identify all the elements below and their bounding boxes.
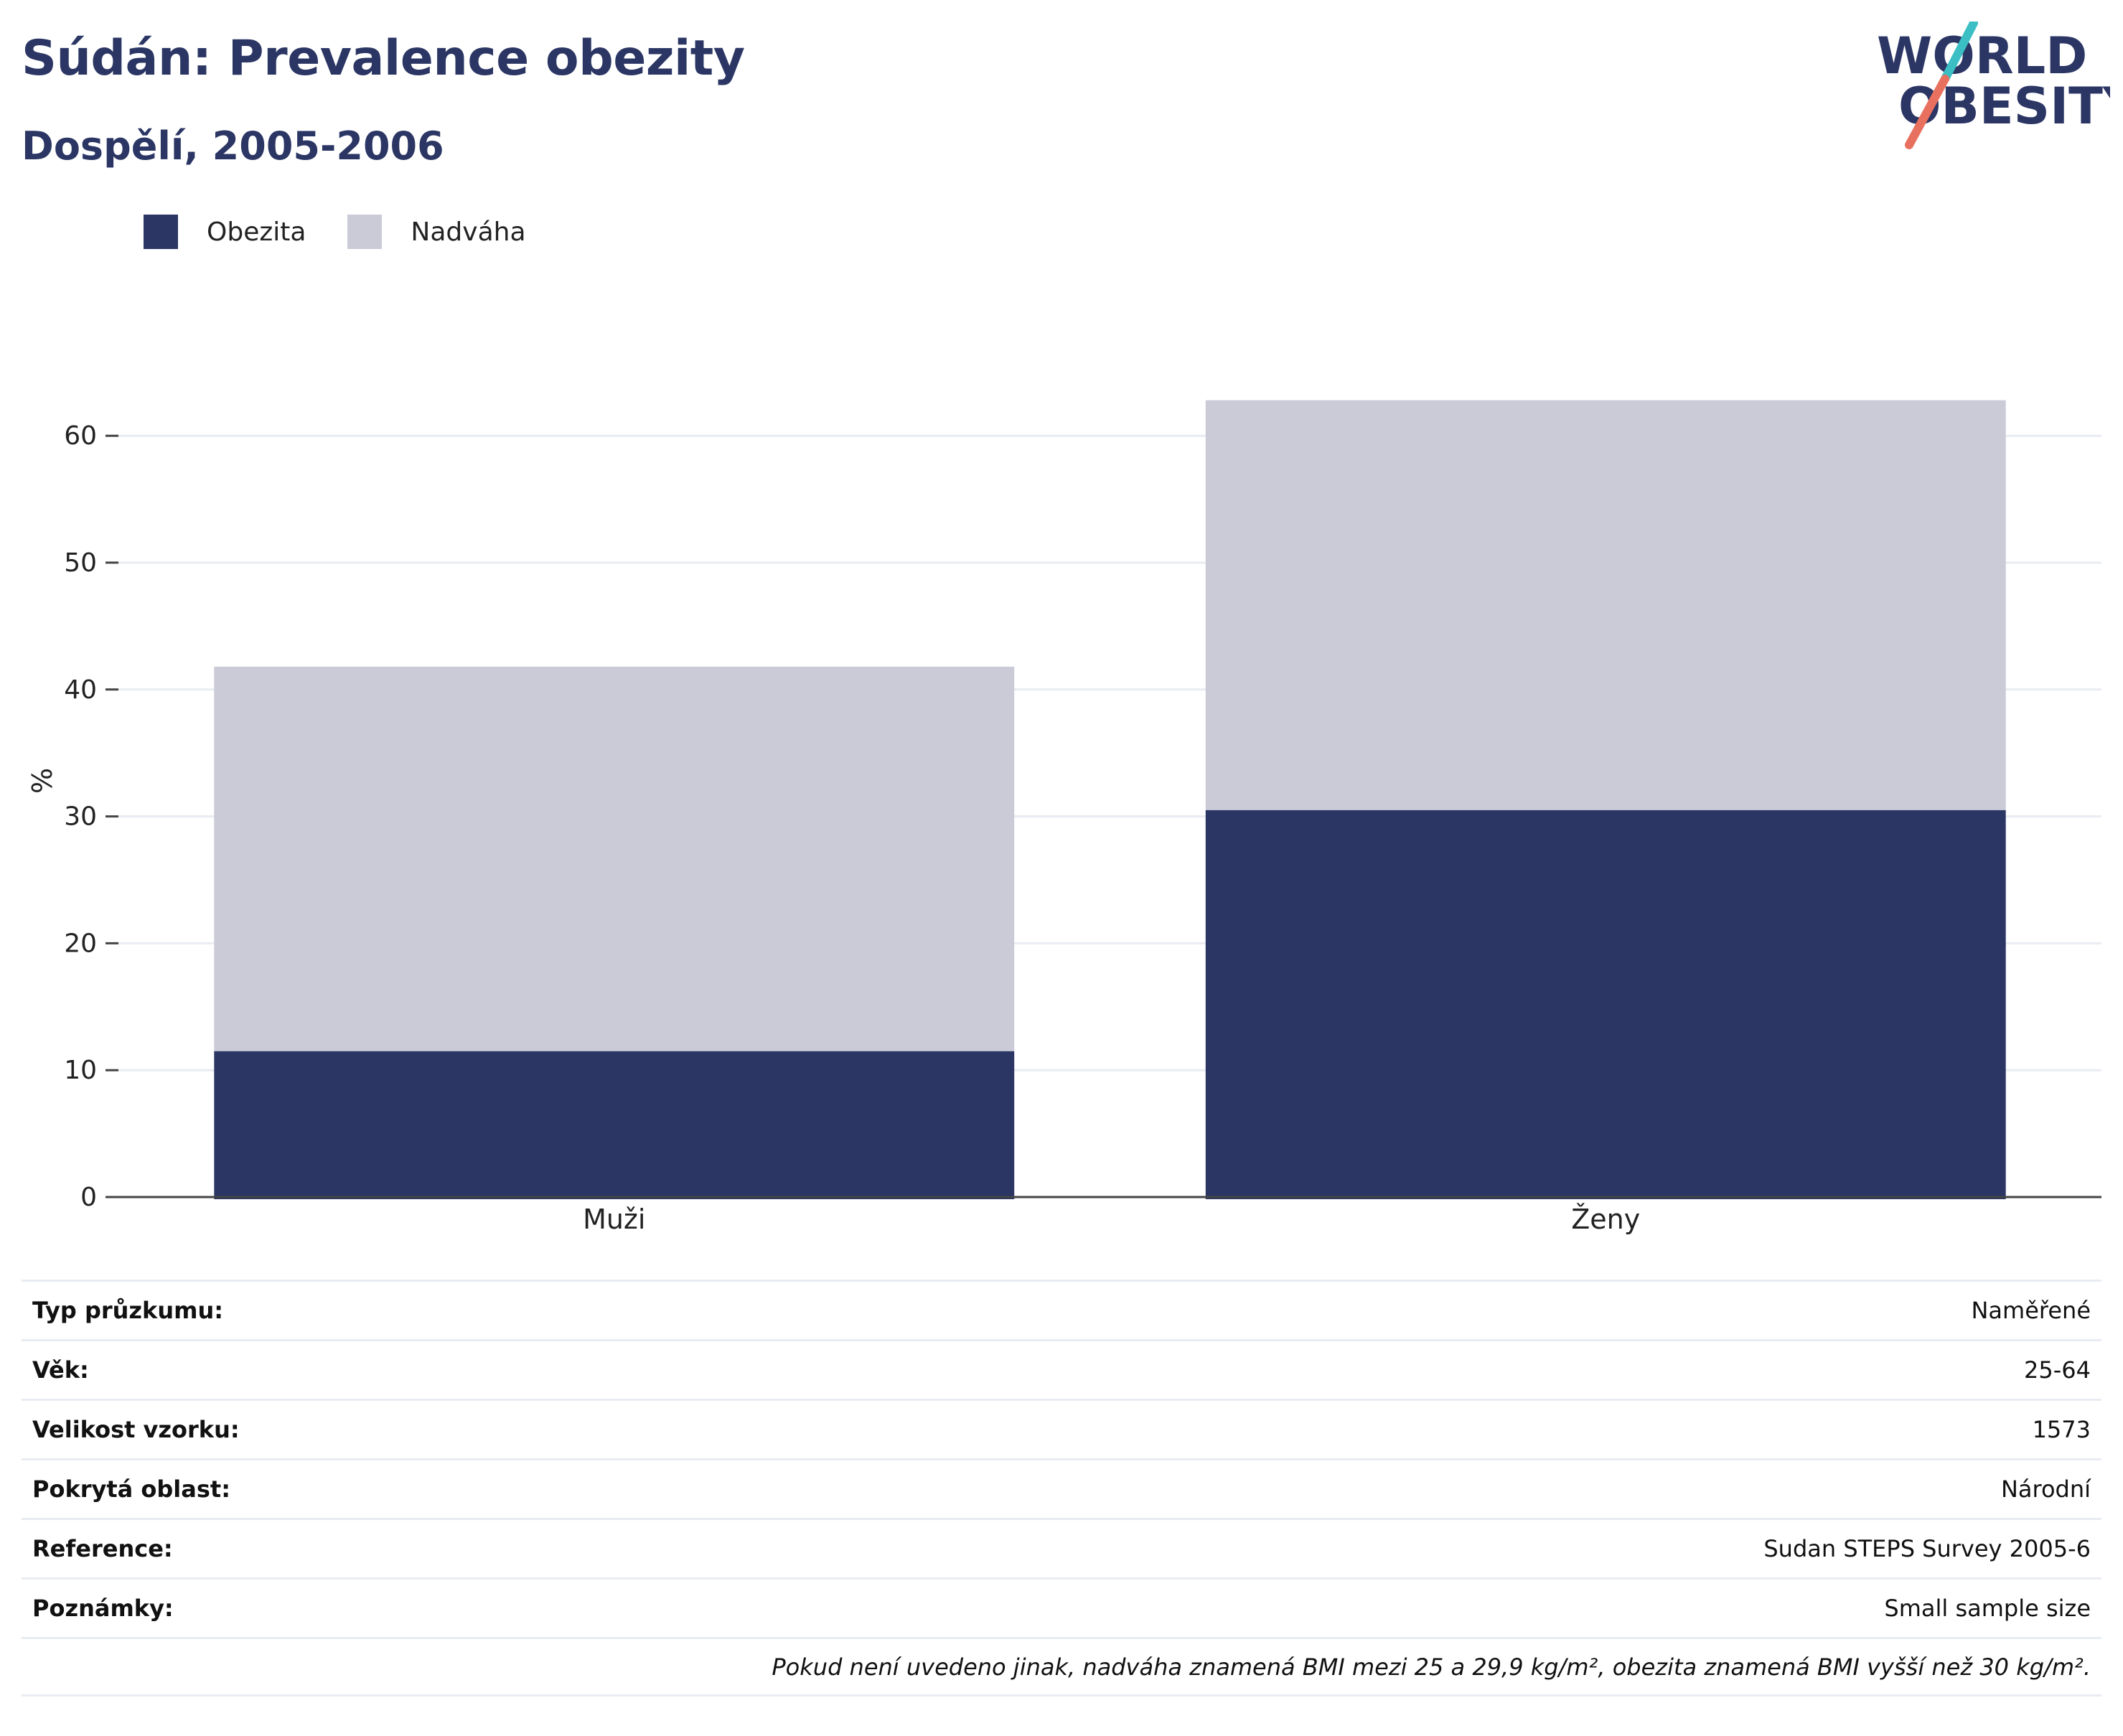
legend-label-nadvaha: Nadváha <box>411 217 526 247</box>
survey-info-table: Typ průzkumu: Naměřené Věk: 25-64 Veliko… <box>22 1280 2101 1697</box>
info-key: Typ průzkumu: <box>32 1297 224 1324</box>
info-value: Národní <box>2000 1475 2091 1503</box>
info-value: Sudan STEPS Survey 2005-6 <box>1763 1535 2091 1562</box>
legend-label-obezita: Obezita <box>207 217 306 247</box>
world-obesity-logo: WORLD OBESITY <box>1877 22 2110 149</box>
x-tick-label: Ženy <box>1571 1204 1640 1234</box>
chart-subtitle: Dospělí, 2005-2006 <box>22 123 444 169</box>
info-row-coverage: Pokrytá oblast: Národní <box>22 1458 2101 1518</box>
y-tick-label: 0 <box>80 1183 97 1212</box>
svg-text:WORLD: WORLD <box>1877 27 2087 85</box>
chart-title: Súdán: Prevalence obezity <box>22 30 745 87</box>
legend-swatch-nadvaha <box>347 215 383 249</box>
y-tick-label: 20 <box>64 929 97 958</box>
bar-chart: 0 10 20 30 40 50 60% Muži Ženy <box>27 400 2101 1234</box>
legend-swatch-obezita <box>144 215 178 249</box>
info-row-reference: Reference: Sudan STEPS Survey 2005-6 <box>22 1518 2101 1577</box>
info-value: 1573 <box>2032 1416 2091 1443</box>
info-value: 25-64 <box>2024 1356 2091 1384</box>
info-row-sample-size: Velikost vzorku: 1573 <box>22 1399 2101 1458</box>
bar-obezita-1 <box>1205 810 2006 1199</box>
y-tick-label: 30 <box>64 802 97 832</box>
info-key: Poznámky: <box>32 1595 174 1622</box>
info-value: Small sample size <box>1884 1595 2091 1622</box>
y-tick-label: 60 <box>64 421 97 451</box>
info-key: Věk: <box>32 1356 89 1384</box>
legend-item-nadvaha[interactable]: Nadváha <box>347 215 526 249</box>
info-value: Naměřené <box>1971 1297 2091 1324</box>
definition-footnote: Pokud není uvedeno jinak, nadváha znamen… <box>22 1637 2101 1697</box>
bar-nadváha-1 <box>1205 400 2006 810</box>
legend-item-obezita[interactable]: Obezita <box>144 215 306 249</box>
y-tick-label: 50 <box>64 548 97 578</box>
bar-nadváha-0 <box>214 666 1015 1051</box>
y-tick-label: 40 <box>64 675 97 705</box>
info-row-notes: Poznámky: Small sample size <box>22 1577 2101 1637</box>
info-row-age: Věk: 25-64 <box>22 1339 2101 1399</box>
chart-legend: Obezita Nadváha <box>144 214 568 250</box>
info-key: Pokrytá oblast: <box>32 1475 230 1503</box>
info-row-survey-type: Typ průzkumu: Naměřené <box>22 1280 2101 1339</box>
y-axis-label: % <box>27 768 58 794</box>
x-tick-label: Muži <box>583 1204 645 1234</box>
y-tick-label: 10 <box>64 1056 97 1085</box>
info-key: Reference: <box>32 1535 173 1562</box>
bar-obezita-0 <box>214 1051 1015 1199</box>
info-key: Velikost vzorku: <box>32 1416 240 1443</box>
